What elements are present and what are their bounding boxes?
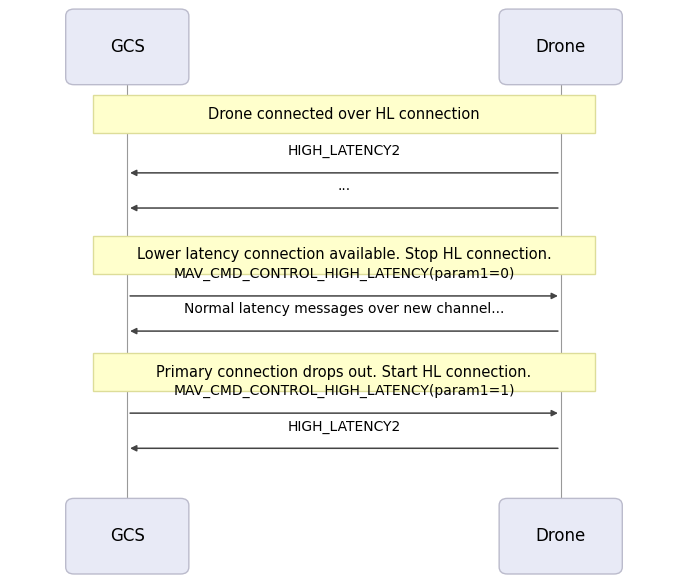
Text: Primary connection drops out. Start HL connection.: Primary connection drops out. Start HL c…: [156, 364, 532, 380]
FancyBboxPatch shape: [93, 236, 595, 274]
FancyBboxPatch shape: [93, 353, 595, 391]
Text: MAV_CMD_CONTROL_HIGH_LATENCY(param1=0): MAV_CMD_CONTROL_HIGH_LATENCY(param1=0): [173, 267, 515, 281]
Text: GCS: GCS: [110, 527, 144, 545]
FancyBboxPatch shape: [66, 498, 189, 574]
Text: HIGH_LATENCY2: HIGH_LATENCY2: [288, 420, 400, 434]
Text: GCS: GCS: [110, 38, 144, 56]
FancyBboxPatch shape: [66, 9, 189, 84]
Text: Drone: Drone: [535, 527, 586, 545]
Text: Drone connected over HL connection: Drone connected over HL connection: [208, 107, 480, 122]
Text: Lower latency connection available. Stop HL connection.: Lower latency connection available. Stop…: [137, 247, 551, 263]
Text: Drone: Drone: [535, 38, 586, 56]
Text: HIGH_LATENCY2: HIGH_LATENCY2: [288, 144, 400, 158]
Text: ...: ...: [337, 179, 351, 193]
FancyBboxPatch shape: [93, 95, 595, 133]
Text: Normal latency messages over new channel...: Normal latency messages over new channel…: [184, 302, 504, 316]
FancyBboxPatch shape: [499, 9, 622, 84]
FancyBboxPatch shape: [499, 498, 622, 574]
Text: MAV_CMD_CONTROL_HIGH_LATENCY(param1=1): MAV_CMD_CONTROL_HIGH_LATENCY(param1=1): [173, 384, 515, 398]
